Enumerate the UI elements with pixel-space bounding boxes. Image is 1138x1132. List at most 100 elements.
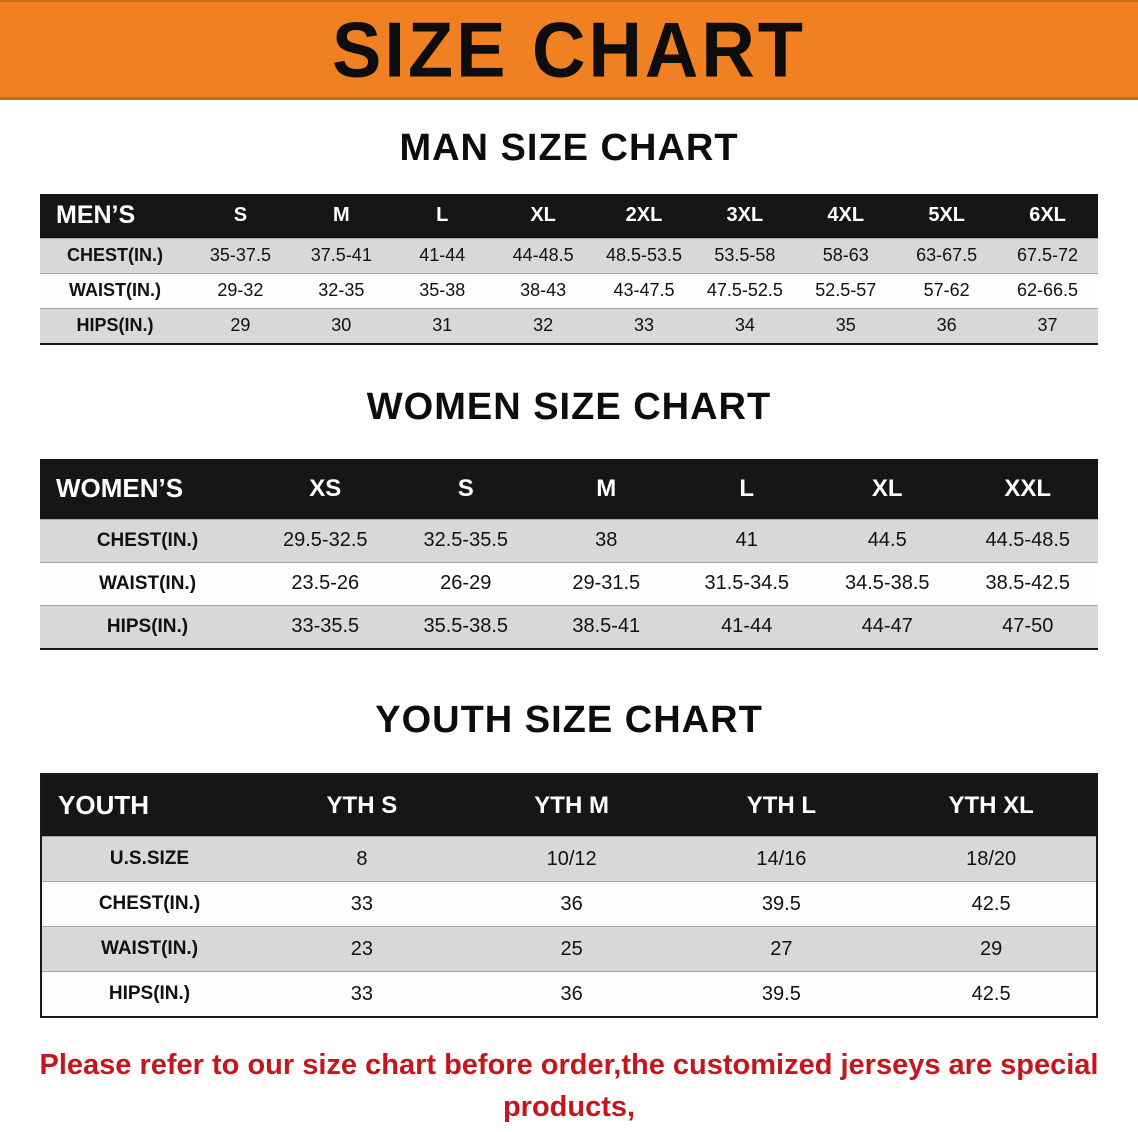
row-label-cell: CHEST(IN.) (98, 893, 201, 915)
size-header-cell: YTH S (326, 791, 398, 819)
value-cell: 31 (432, 315, 453, 336)
value-cell: 38.5-41 (572, 615, 641, 638)
table-row: WAIST(IN.) 23.5-26 26-29 29-31.5 31.5-34.5 34… (40, 561, 1098, 605)
value-cell: 33 (350, 892, 373, 915)
value-cell: 63-67.5 (916, 245, 978, 266)
value-cell: 10/12 (546, 847, 597, 870)
youth-size-table: YOUTH YTH S YTH M YTH L YTH XL U.S.SIZE 8 10/12… (40, 773, 1098, 1019)
value-cell: 14/16 (756, 847, 807, 870)
value-cell: 29.5-32.5 (282, 529, 368, 552)
value-cell: 38.5-42.5 (985, 572, 1070, 595)
footer-disclaimer-line1: Please refer to our size chart before or… (39, 1049, 1099, 1124)
size-header-cell: XS (309, 474, 342, 502)
size-header-cell: 2XL (625, 204, 663, 227)
value-cell: 33-35.5 (291, 615, 360, 638)
value-cell: 23 (350, 937, 373, 960)
size-header-cell: XL (871, 474, 903, 502)
size-header-cell: M (596, 474, 617, 502)
size-header-cell: 5XL (928, 204, 965, 227)
value-cell: 41-44 (721, 615, 773, 638)
table-row: WAIST(IN.) 29-32 32-35 35-38 38-43 43-47.5 47.… (40, 272, 1098, 308)
table-header-row: YOUTH YTH S YTH M YTH L YTH XL (42, 775, 1096, 837)
value-cell: 29-31.5 (572, 572, 641, 595)
value-cell: 32-35 (318, 280, 365, 301)
value-cell: 34 (734, 315, 755, 336)
value-cell: 32 (533, 315, 554, 336)
row-label-cell: CHEST(IN.) (67, 245, 163, 266)
table-row: HIPS(IN.) 29 30 31 32 33 34 35 36 37 (40, 307, 1098, 343)
men-size-table: MEN’S S M L XL 2XL 3XL 4XL 5XL 6XL CHEST(IN.) 35-37… (40, 193, 1098, 345)
size-header-cell: YTH XL (948, 791, 1034, 819)
value-cell: 29 (230, 315, 251, 336)
table-header-row: MEN’S S M L XL 2XL 3XL 4XL 5XL 6XL (40, 193, 1098, 238)
value-cell: 8 (356, 847, 368, 870)
value-cell: 27 (770, 937, 793, 960)
value-cell: 23.5-26 (291, 572, 360, 595)
value-cell: 52.5-57 (815, 280, 877, 301)
value-cell: 39.5 (761, 982, 801, 1005)
value-cell: 43-47.5 (613, 280, 675, 301)
men-section-heading: MAN SIZE CHART (399, 127, 739, 169)
value-cell: 35-37.5 (209, 245, 271, 266)
value-cell: 33 (350, 982, 373, 1005)
size-header-cell: YTH M (534, 791, 609, 819)
value-cell: 35.5-38.5 (423, 615, 508, 638)
size-header-cell: L (436, 204, 449, 227)
value-cell: 47.5-52.5 (706, 280, 783, 301)
table-title-cell: WOMEN’S (56, 473, 184, 504)
row-label-cell: U.S.SIZE (109, 848, 190, 870)
value-cell: 38 (595, 529, 618, 552)
value-cell: 36 (560, 982, 583, 1005)
youth-section-heading: YOUTH SIZE CHART (375, 698, 763, 741)
row-label-cell: HIPS(IN.) (106, 615, 189, 637)
value-cell: 37.5-41 (310, 245, 372, 266)
value-cell: 32.5-35.5 (423, 529, 508, 552)
value-cell: 29 (980, 937, 1003, 960)
value-cell: 44-48.5 (512, 245, 574, 266)
size-header-cell: 6XL (1029, 204, 1066, 227)
value-cell: 31.5-34.5 (704, 572, 789, 595)
footer-disclaimer-line2: we don't accept cancel, change, teturn o… (0, 1128, 1138, 1132)
table-header-row: WOMEN’S XS S M L XL XXL (40, 458, 1098, 519)
row-label-cell: CHEST(IN.) (96, 529, 199, 551)
size-header-cell: XL (530, 204, 556, 227)
value-cell: 47-50 (1002, 615, 1054, 638)
value-cell: 44.5-48.5 (985, 529, 1070, 552)
row-label-cell: WAIST(IN.) (98, 572, 197, 594)
women-section-heading: WOMEN SIZE CHART (366, 385, 772, 428)
value-cell: 36 (936, 315, 957, 336)
table-row: HIPS(IN.) 33-35.5 35.5-38.5 38.5-41 41-44 44-… (40, 604, 1098, 648)
women-size-table: WOMEN’S XS S M L XL XXL CHEST(IN.) 29.5-32.5 32.5… (40, 458, 1098, 650)
table-row: U.S.SIZE 8 10/12 14/16 18/20 (42, 836, 1096, 882)
row-label-cell: HIPS(IN.) (108, 983, 191, 1005)
row-label-cell: WAIST(IN.) (100, 938, 199, 960)
table-row: CHEST(IN.) 33 36 39.5 42.5 (42, 881, 1096, 927)
value-cell: 62-66.5 (1017, 280, 1079, 301)
size-header-cell: S (457, 474, 474, 502)
value-cell: 44.5 (867, 529, 907, 552)
value-cell: 18/20 (966, 847, 1017, 870)
value-cell: 25 (560, 937, 583, 960)
size-header-cell: S (233, 204, 248, 227)
table-row: WAIST(IN.) 23 25 27 29 (42, 926, 1096, 972)
value-cell: 30 (331, 315, 352, 336)
value-cell: 39.5 (761, 892, 801, 915)
banner-title: SIZE CHART (332, 5, 806, 93)
table-row: HIPS(IN.) 33 36 39.5 42.5 (42, 971, 1096, 1017)
value-cell: 33 (633, 315, 654, 336)
footer-disclaimer: Please refer to our size chart before or… (0, 1044, 1138, 1132)
table-title-cell: YOUTH (58, 790, 149, 821)
size-header-cell: XXL (1004, 474, 1052, 502)
value-cell: 38-43 (520, 280, 567, 301)
value-cell: 26-29 (440, 572, 492, 595)
size-chart-banner: SIZE CHART (0, 0, 1138, 100)
value-cell: 42.5 (971, 892, 1011, 915)
value-cell: 42.5 (971, 982, 1011, 1005)
value-cell: 35 (835, 315, 856, 336)
table-row: CHEST(IN.) 35-37.5 37.5-41 41-44 44-48.5 48.5… (40, 237, 1098, 273)
value-cell: 35-38 (419, 280, 466, 301)
size-header-cell: 3XL (726, 204, 764, 227)
value-cell: 57-62 (923, 280, 970, 301)
table-title-cell: MEN’S (56, 201, 136, 230)
size-header-cell: 4XL (827, 204, 865, 227)
